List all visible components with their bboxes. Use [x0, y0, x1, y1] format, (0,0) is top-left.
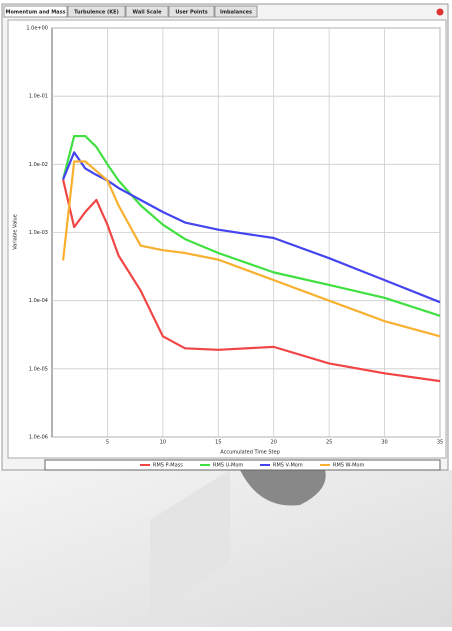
- legend-label: RMS U-Mom: [213, 463, 243, 469]
- y-tick-label: 1.0e+00: [26, 26, 48, 32]
- y-tick-label: 1.0e-06: [29, 435, 48, 441]
- x-tick-label: 20: [271, 440, 277, 446]
- tab-label[interactable]: Wall Scale: [133, 10, 163, 16]
- legend-label: RMS P-Mass: [153, 463, 183, 469]
- x-tick-label: 15: [215, 440, 221, 446]
- y-tick-label: 1.0e-02: [29, 162, 48, 168]
- y-tick-label: 1.0e-03: [29, 230, 48, 236]
- screen: Accumulated Time Step Variable Value Mom…: [0, 0, 452, 627]
- x-tick-label: 5: [106, 440, 109, 446]
- legend-label: RMS V-Mom: [273, 463, 303, 469]
- x-axis-label: Accumulated Time Step: [220, 450, 280, 456]
- close-button[interactable]: [437, 9, 444, 16]
- y-axis-label: Variable Value: [13, 214, 19, 250]
- x-tick-label: 25: [326, 440, 332, 446]
- y-tick-label: 1.0e-05: [29, 366, 48, 372]
- y-tick-label: 1.0e-04: [29, 298, 48, 304]
- legend-label: RMS W-Mom: [333, 463, 364, 469]
- x-tick-label: 35: [437, 440, 443, 446]
- x-tick-label: 30: [381, 440, 387, 446]
- tab-label[interactable]: Turbulence (KE): [74, 10, 119, 16]
- tab-label[interactable]: Momentum and Mass: [5, 10, 65, 16]
- x-tick-label: 10: [160, 440, 166, 446]
- tab-label[interactable]: Imbalances: [220, 10, 252, 16]
- y-tick-label: 1.0e-01: [29, 94, 48, 100]
- page: Accumulated Time Step Variable Value Mom…: [0, 0, 452, 627]
- tab-label[interactable]: User Points: [175, 10, 207, 16]
